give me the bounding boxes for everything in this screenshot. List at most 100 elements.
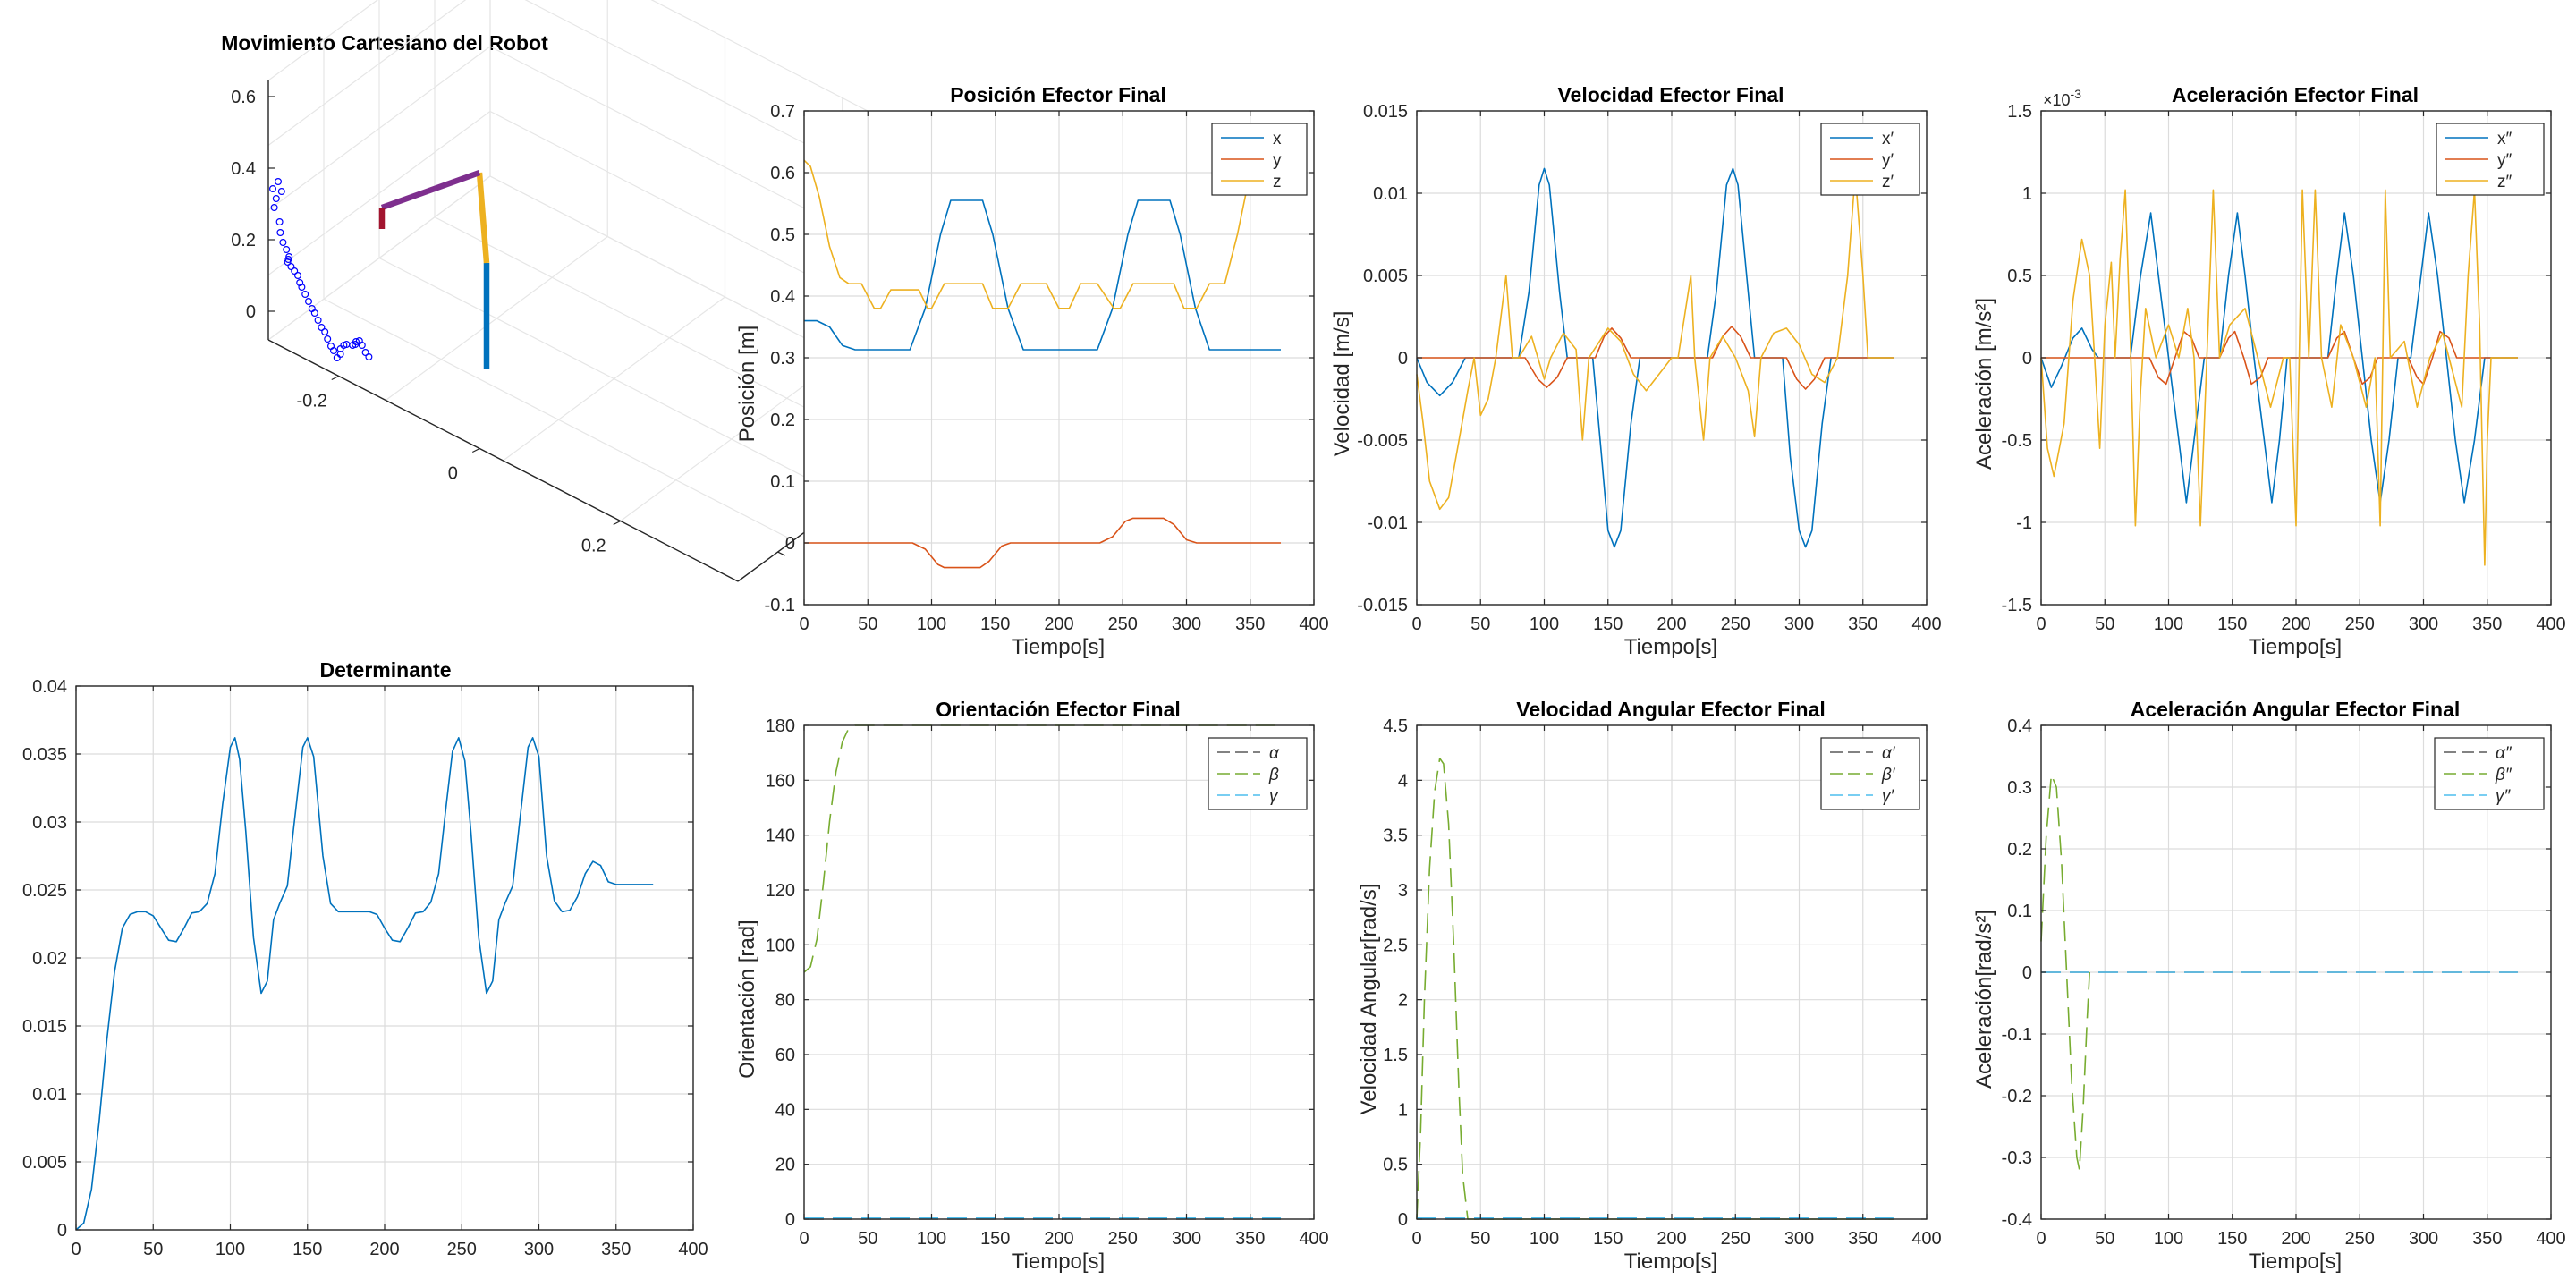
series-line: [1416, 173, 1894, 511]
x-tick-label: 250: [1721, 614, 1750, 634]
x-tick-label: 250: [1721, 1229, 1750, 1249]
series-line: [2040, 189, 2518, 566]
grid-line-3d: [267, 0, 467, 146]
grid-line-3d: [503, 296, 725, 462]
x-tick-label: 250: [2345, 1229, 2375, 1249]
trajectory-point: [287, 263, 295, 271]
legend-label: α′: [1882, 744, 1896, 763]
y-axis-label: Velocidad [m/s]: [1330, 311, 1354, 457]
x-tick-label: 200: [1044, 614, 1073, 634]
y-axis-label: Velocidad Angular[rad/s]: [1357, 884, 1381, 1115]
x-tick-label: 50: [858, 614, 877, 634]
y-tick-label: 3.5: [1383, 826, 1408, 846]
x-tick-label: 150: [2217, 1229, 2247, 1249]
y-tick-label: 0.2: [770, 411, 795, 430]
y-tick-label: 0.04: [32, 677, 67, 697]
y-axis-label: Orientación [rad]: [735, 919, 759, 1078]
legend-label: α: [1269, 744, 1280, 763]
y-tick-label: 20: [775, 1156, 795, 1175]
x-tick-label: 350: [1235, 614, 1265, 634]
y-tick-label: 0: [2022, 349, 2032, 369]
z-tick-label: 0.2: [231, 231, 256, 250]
y-tick-label: 0.2: [2007, 840, 2032, 860]
trajectory-point: [294, 272, 302, 280]
x-tick-label: 350: [2472, 1229, 2502, 1249]
x-tick-label: 0: [448, 464, 458, 484]
y-tick-label: -1: [2016, 513, 2032, 533]
y-tick-label: 0.01: [32, 1085, 67, 1105]
grid-line-3d: [267, 0, 378, 81]
x-axis-label: Tiempo[s]: [2249, 635, 2342, 659]
legend-label: x: [1273, 130, 1282, 148]
y-tick-label: 0.1: [2007, 902, 2032, 921]
chart-title: Velocidad Angular Efector Final: [1516, 698, 1826, 721]
y-tick-label: 0.5: [770, 225, 795, 245]
x-tick-label: 300: [1784, 614, 1814, 634]
y-tick-label: -0.2: [2002, 1087, 2032, 1106]
x-axis-line: [267, 339, 739, 582]
y-tick-label: 0.035: [22, 745, 67, 765]
x-tick-label: 400: [1911, 1229, 1941, 1249]
x-tick-label: 100: [2154, 1229, 2183, 1249]
chart-velocidad-angular: Velocidad Angular Efector Final Tiempo[s…: [1357, 698, 1942, 1274]
trajectory-point: [269, 185, 277, 193]
y-tick-label: -0.005: [1357, 431, 1408, 451]
x-tick-label: 200: [2281, 1229, 2310, 1249]
y-tick-label: 0.4: [770, 287, 795, 307]
legend-label: z″: [2497, 173, 2512, 191]
x-tick-label: 150: [2217, 614, 2247, 634]
y-tick-label: 0.015: [22, 1017, 67, 1037]
chart-title: Posición Efector Final: [950, 83, 1166, 106]
series-line: [2040, 212, 2518, 504]
y-tick-label: 4.5: [1383, 716, 1408, 736]
y-tick-mark: [777, 551, 785, 556]
legend-label: x′: [1882, 130, 1894, 148]
y-tick-label: 40: [775, 1100, 795, 1120]
y-tick-label: 4: [1398, 771, 1408, 791]
y-tick-label: 0.3: [2007, 778, 2032, 798]
series-line: [803, 159, 1258, 309]
x-tick-label: 50: [858, 1229, 877, 1249]
trajectory-point: [361, 349, 369, 357]
y-scale-factor: ×10-3: [2043, 87, 2081, 109]
x-tick-label: 150: [292, 1240, 322, 1259]
x-tick-mark: [471, 447, 480, 453]
x-tick-label: 400: [2536, 614, 2565, 634]
y-tick-label: 160: [766, 771, 795, 791]
x-tick-label: 100: [216, 1240, 245, 1259]
x-tick-label: 400: [1299, 1229, 1328, 1249]
trajectory-point: [279, 239, 287, 247]
x-tick-label: 0: [799, 1229, 809, 1249]
x-tick-label: 300: [1784, 1229, 1814, 1249]
trajectory-point: [365, 353, 373, 361]
trajectory-point: [277, 188, 285, 196]
y-tick-label: 100: [766, 936, 795, 955]
x-tick-label: 0.2: [581, 537, 606, 556]
y-axis-label: Posición [m]: [735, 326, 759, 443]
x-tick-label: -0.2: [297, 392, 327, 411]
x-tick-label: 300: [2409, 1229, 2438, 1249]
trajectory-point: [318, 324, 326, 332]
y-tick-label: 0.4: [2007, 716, 2032, 736]
x-tick-mark: [613, 520, 622, 526]
trajectory-point: [275, 218, 284, 226]
y-tick-label: 120: [766, 881, 795, 901]
x-tick-label: 100: [1530, 614, 1559, 634]
y-tick-label: 140: [766, 826, 795, 846]
series-line: [804, 517, 1281, 569]
x-tick-label: 50: [1470, 614, 1490, 634]
series-line: [1416, 758, 1894, 1220]
trajectory-point: [330, 347, 338, 355]
x-tick-label: 100: [1530, 1229, 1559, 1249]
y-tick-label: 0.6: [770, 164, 795, 183]
trajectory-point: [272, 195, 280, 203]
y-tick-label: 0.005: [22, 1153, 67, 1173]
y-tick-label: 0.1: [770, 472, 795, 492]
x-tick-label: 250: [1108, 614, 1138, 634]
y-tick-label: 0: [785, 1210, 795, 1230]
x-tick-label: 350: [601, 1240, 631, 1259]
x-tick-label: 0: [2036, 614, 2046, 634]
x-tick-label: 0: [799, 614, 809, 634]
y-tick-label: 0: [57, 1221, 67, 1241]
legend-label: β″: [2495, 766, 2512, 784]
